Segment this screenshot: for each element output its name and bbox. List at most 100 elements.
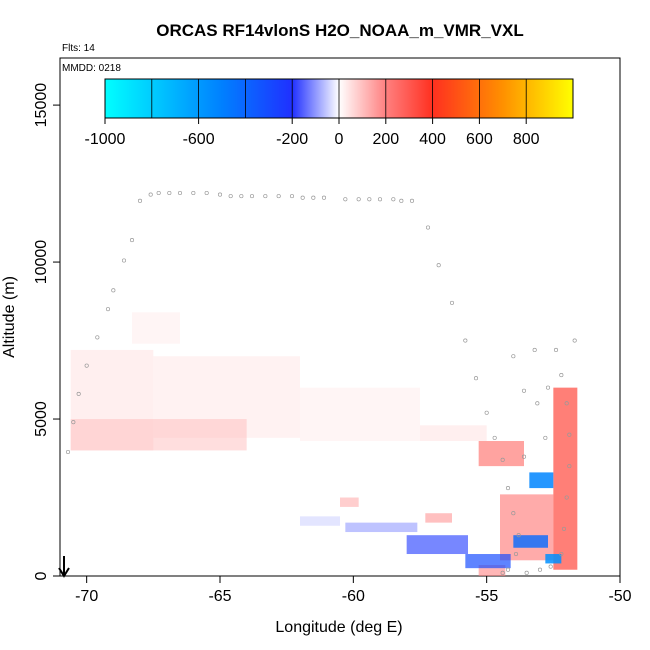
track-point: [228, 194, 233, 199]
mmdd-label: MMDD: 0218: [62, 63, 121, 74]
track-point: [217, 192, 223, 197]
track-point: [76, 391, 81, 396]
track-point: [537, 567, 543, 572]
track-point: [521, 388, 527, 393]
track-point: [71, 420, 76, 425]
track-point: [177, 190, 183, 196]
flight-track: [65, 190, 577, 575]
y-tick-label: 10000: [33, 240, 50, 285]
track-point: [561, 526, 567, 531]
track-point: [545, 385, 551, 390]
x-tick-label: -60: [342, 588, 365, 605]
track-point: [239, 194, 244, 199]
heatmap-cell: [465, 554, 511, 569]
x-axis: -70 -65 -60 -55 -50: [75, 576, 632, 605]
track-point: [449, 300, 455, 305]
colorbar-tick-label: -600: [183, 131, 215, 148]
colorbar-ticks: -1000 -600 -200 0 200 400 600 800: [85, 79, 540, 148]
track-point: [559, 373, 564, 378]
track-point: [167, 190, 172, 196]
track-point: [311, 195, 316, 200]
heatmap-cell: [529, 472, 554, 489]
heatmap-cell: [553, 387, 578, 570]
heatmap-cell: [340, 497, 359, 507]
track-point: [567, 464, 572, 469]
track-point: [148, 192, 153, 197]
track-point: [95, 335, 100, 340]
track-point: [553, 347, 559, 353]
heatmap-cell: [70, 349, 154, 451]
heatmap-cell: [425, 513, 452, 523]
track-point: [436, 263, 441, 268]
track-point: [263, 194, 268, 199]
track-point: [564, 401, 569, 406]
track-point: [356, 197, 361, 202]
track-point: [484, 410, 489, 415]
track-point: [300, 195, 305, 200]
y-tick-label: 0: [33, 571, 50, 580]
track-point: [249, 194, 255, 199]
track-point: [321, 195, 327, 200]
x-tick-label: -50: [608, 588, 631, 605]
track-point: [535, 401, 540, 406]
track-point: [367, 197, 372, 202]
track-point: [137, 198, 143, 203]
plot-frame: [59, 57, 621, 577]
track-point: [505, 567, 511, 572]
track-point: [532, 347, 537, 353]
track-point: [511, 511, 516, 516]
track-point: [500, 457, 505, 462]
heatmap-cell: [420, 425, 487, 442]
colorbar-tick-label: 800: [513, 131, 540, 148]
track-point: [505, 486, 511, 491]
track-point: [521, 454, 527, 459]
track-point: [409, 198, 415, 203]
colorbar-tick-label: -200: [276, 131, 308, 148]
track-point: [559, 551, 564, 557]
track-point: [276, 194, 281, 199]
heatmap-cell: [513, 535, 548, 548]
y-axis-label: Altitude (m): [1, 276, 18, 358]
chart-title: ORCAS RF14vlonS H2O_NOAA_m_VMR_VXL: [156, 21, 523, 40]
heatmap-cell: [153, 356, 300, 438]
track-point: [524, 570, 529, 575]
heatmap-cell: [500, 494, 554, 561]
track-point: [567, 432, 572, 437]
flights-label: Flts: 14: [62, 43, 95, 54]
x-tick-label: -70: [75, 588, 98, 605]
y-axis: 0 5000 10000 15000: [33, 83, 60, 580]
x-tick-label: -65: [208, 588, 231, 605]
track-point: [511, 354, 516, 359]
x-axis-label: Longitude (deg E): [275, 619, 402, 636]
track-point: [473, 376, 479, 381]
track-point: [129, 238, 135, 243]
heatmap-cells: [70, 312, 578, 576]
heatmap-cell: [345, 522, 418, 533]
track-point: [572, 338, 577, 343]
track-point: [492, 435, 497, 440]
track-point: [65, 449, 71, 455]
track-point: [343, 197, 348, 202]
track-point: [204, 190, 209, 196]
heatmap-cell: [478, 565, 506, 576]
heatmap-cell: [406, 535, 468, 555]
track-point: [377, 197, 383, 202]
colorbar-tick-label: -1000: [85, 131, 126, 148]
track-point: [289, 194, 295, 199]
track-point: [513, 551, 519, 557]
track-point: [391, 197, 396, 202]
track-point: [111, 288, 116, 293]
colorbar: -1000 -600 -200 0 200 400 600 800: [85, 78, 574, 148]
track-point: [543, 435, 548, 440]
track-point: [399, 198, 404, 203]
track-point: [121, 258, 127, 263]
heatmap-cell: [300, 516, 340, 526]
heatmap-cell: [70, 419, 247, 451]
direction-arrow-icon: [58, 556, 70, 578]
y-tick-label: 5000: [33, 401, 50, 437]
track-point: [84, 363, 89, 368]
x-tick-label: -55: [475, 588, 498, 605]
track-point: [425, 225, 431, 230]
track-point: [564, 495, 569, 500]
